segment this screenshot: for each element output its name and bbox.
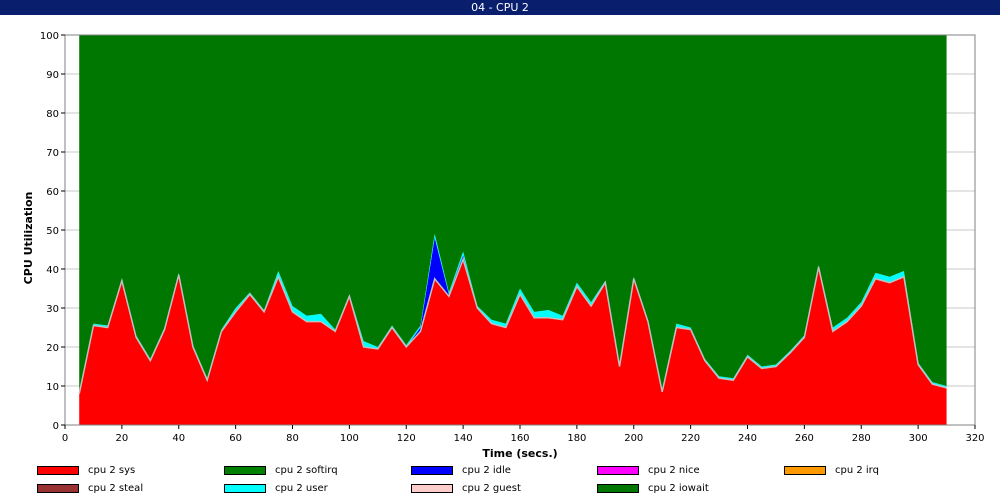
area-cpu-2-sys bbox=[79, 259, 947, 425]
x-axis-label: Time (secs.) bbox=[482, 447, 557, 460]
x-tick-label: 20 bbox=[116, 433, 129, 444]
y-tick-label: 50 bbox=[46, 226, 59, 237]
legend-label: cpu 2 sys bbox=[88, 465, 136, 476]
x-tick-label: 320 bbox=[965, 433, 984, 444]
x-tick-label: 200 bbox=[624, 433, 643, 444]
legend-label: cpu 2 guest bbox=[462, 483, 521, 494]
axes: 0 10 20 30 40 50 60 70 80 90 100 0 20 40 60 80 100 120 140… bbox=[40, 31, 985, 444]
legend-swatch bbox=[224, 484, 266, 493]
y-tick-label: 0 bbox=[53, 421, 59, 432]
x-tick-label: 240 bbox=[738, 433, 757, 444]
legend-label: cpu 2 user bbox=[275, 483, 328, 494]
area-cpu-2-iowait bbox=[79, 35, 947, 394]
window-title: 04 - CPU 2 bbox=[0, 0, 1000, 15]
x-tick-label: 160 bbox=[510, 433, 529, 444]
legend-label: cpu 2 steal bbox=[88, 483, 144, 494]
cpu-chart: 0 10 20 30 40 50 60 70 80 90 100 0 20 40 60 80 100 120 140… bbox=[22, 31, 985, 460]
y-tick-label: 10 bbox=[46, 382, 59, 393]
x-tick-label: 60 bbox=[229, 433, 242, 444]
y-tick-label: 80 bbox=[46, 109, 59, 120]
x-tick-label: 40 bbox=[172, 433, 185, 444]
y-tick-label: 70 bbox=[46, 148, 59, 159]
legend-swatch bbox=[37, 484, 79, 493]
legend-swatch bbox=[411, 466, 453, 475]
x-tick-label: 280 bbox=[852, 433, 871, 444]
legend-swatch bbox=[411, 484, 453, 493]
stacked-areas bbox=[78, 35, 947, 425]
legend-swatch bbox=[597, 466, 639, 475]
legend-label: cpu 2 iowait bbox=[648, 483, 709, 494]
x-tick-label: 120 bbox=[397, 433, 416, 444]
x-tick-label: 300 bbox=[909, 433, 928, 444]
legend-label: cpu 2 irq bbox=[835, 465, 879, 476]
sys-boundary-line bbox=[78, 256, 947, 394]
y-tick-label: 40 bbox=[46, 265, 59, 276]
y-tick-label: 90 bbox=[46, 70, 59, 81]
x-tick-label: 220 bbox=[681, 433, 700, 444]
x-tick-label: 80 bbox=[286, 433, 299, 444]
legend: cpu 2 sys cpu 2 softirq cpu 2 idle cpu 2 ni… bbox=[0, 462, 1000, 504]
x-tick-label: 0 bbox=[62, 433, 68, 444]
y-axis-label: CPU Utilization bbox=[22, 192, 35, 285]
x-tick-label: 100 bbox=[340, 433, 359, 444]
legend-label: cpu 2 nice bbox=[648, 465, 700, 476]
legend-label: cpu 2 idle bbox=[462, 465, 511, 476]
legend-swatch bbox=[597, 484, 639, 493]
x-tick-label: 180 bbox=[567, 433, 586, 444]
y-tick-label: 20 bbox=[46, 343, 59, 354]
x-tick-label: 260 bbox=[795, 433, 814, 444]
y-tick-label: 60 bbox=[46, 187, 59, 198]
y-tick-label: 30 bbox=[46, 304, 59, 315]
legend-swatch bbox=[37, 466, 79, 475]
legend-label: cpu 2 softirq bbox=[275, 465, 338, 476]
legend-swatch bbox=[224, 466, 266, 475]
x-tick-label: 140 bbox=[454, 433, 473, 444]
y-tick-label: 100 bbox=[40, 31, 59, 42]
legend-swatch bbox=[784, 466, 826, 475]
